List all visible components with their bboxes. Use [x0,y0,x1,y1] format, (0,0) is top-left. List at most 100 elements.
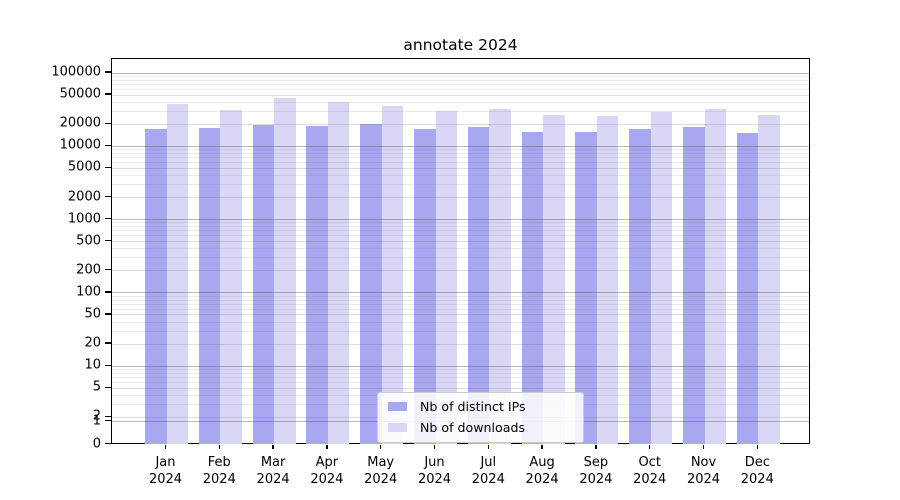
y-axis-tick-label: 5 [92,379,101,395]
bar-distinct-ips-dec [736,132,759,445]
bar-distinct-ips-may [360,124,382,445]
legend-item-distinct-ips: Nb of distinct IPs [388,399,573,414]
gridline [112,123,809,125]
y-axis-tick-label: 500 [76,233,101,249]
y-axis-tick-label: 1 [92,413,101,428]
y-tick-mark [105,342,111,344]
x-month-name: Jan [155,455,176,470]
gridline [112,321,809,323]
x-month-name: Jul [480,455,497,470]
y-axis-tick-label: 0 [92,436,101,451]
gridline [112,79,809,81]
legend-label-downloads: Nb of downloads [420,420,526,435]
x-month-name: May [367,455,395,470]
gridline [112,230,809,232]
gridline [112,299,809,301]
y-axis-tick-label: 20000 [59,115,101,131]
gridline [112,174,809,176]
gridline [112,270,809,272]
gridline [112,343,809,345]
gridline [112,145,809,147]
y-tick-mark [105,364,111,366]
x-tick-mark [541,444,543,449]
gridline [112,72,809,74]
legend-swatch-distinct-ips [388,402,407,411]
x-axis-month-label: Jul 2024 [456,454,520,488]
bar-downloads-dec [758,115,780,445]
x-tick-mark [272,444,274,449]
x-axis-month-label: May 2024 [349,454,413,488]
x-tick-mark [702,444,705,449]
x-axis-month-label: Jan 2024 [134,454,198,488]
gridline [112,152,809,154]
bar-distinct-ips-oct [629,129,651,445]
y-axis-tick-label: 100000 [51,64,101,80]
gridline [112,75,809,77]
gridline [112,381,809,383]
bar-downloads-nov [704,109,726,445]
gridline [112,162,809,164]
y-axis-tick-label: 10000 [59,137,101,153]
x-month-year: 2024 [579,472,613,487]
y-tick-mark [105,122,111,124]
gridline [112,369,809,371]
legend-swatch-downloads [388,423,407,432]
gridline [112,372,809,374]
legend-label-distinct-ips: Nb of distinct IPs [420,399,526,414]
gridline [112,235,809,237]
gridline [112,330,809,332]
gridline [112,295,809,297]
y-axis-tick-label: 100 [76,284,101,300]
bar-distinct-ips-jul [467,126,490,445]
gridline [112,226,809,228]
y-axis-tick-label: 200 [76,262,101,278]
gridline [112,94,809,96]
x-tick-mark [218,444,220,449]
gridline [112,222,809,224]
gridline [112,83,809,85]
gridline [112,241,809,243]
x-month-year: 2024 [525,472,559,487]
x-axis-month-label: Sep 2024 [564,454,628,488]
y-tick-mark [105,386,111,388]
gridline [112,365,809,367]
gridline [112,257,809,259]
x-axis-month-label: Nov 2024 [672,454,736,488]
x-month-year: 2024 [202,472,236,487]
y-axis-tick-label: 5000 [67,159,101,175]
y-tick-mark [105,415,111,418]
gridline [112,184,809,186]
x-month-name: Jun [424,455,445,470]
bar-downloads-oct [650,111,673,445]
x-month-name: Sep [583,455,609,470]
x-month-name: Dec [744,455,770,470]
x-month-name: Oct [638,455,661,470]
x-axis-month-label: Mar 2024 [241,454,305,488]
x-month-name: Feb [207,455,231,470]
x-month-name: Mar [260,455,286,470]
x-month-year: 2024 [471,472,505,487]
y-tick-mark [105,93,111,95]
x-tick-mark [433,444,436,449]
gridline [112,219,809,221]
bar-downloads-jul [489,109,511,445]
bar-downloads-aug [543,115,565,445]
y-tick-mark [105,313,111,315]
y-tick-mark [105,195,111,198]
x-tick-mark [164,444,167,449]
y-axis-tick-label: 50 [84,306,101,322]
bar-distinct-ips-nov [683,127,705,445]
x-tick-mark [756,444,758,449]
y-axis-tick-label: 1000 [67,211,101,227]
y-tick-mark [105,419,111,422]
x-tick-mark [649,444,651,449]
y-tick-mark [105,166,111,168]
x-month-year: 2024 [417,472,452,487]
y-tick-mark [105,71,111,73]
gridline [112,110,809,112]
x-month-name: Aug [529,455,555,470]
y-tick-mark [105,240,111,242]
y-tick-mark [105,291,111,293]
gridline [112,88,809,90]
